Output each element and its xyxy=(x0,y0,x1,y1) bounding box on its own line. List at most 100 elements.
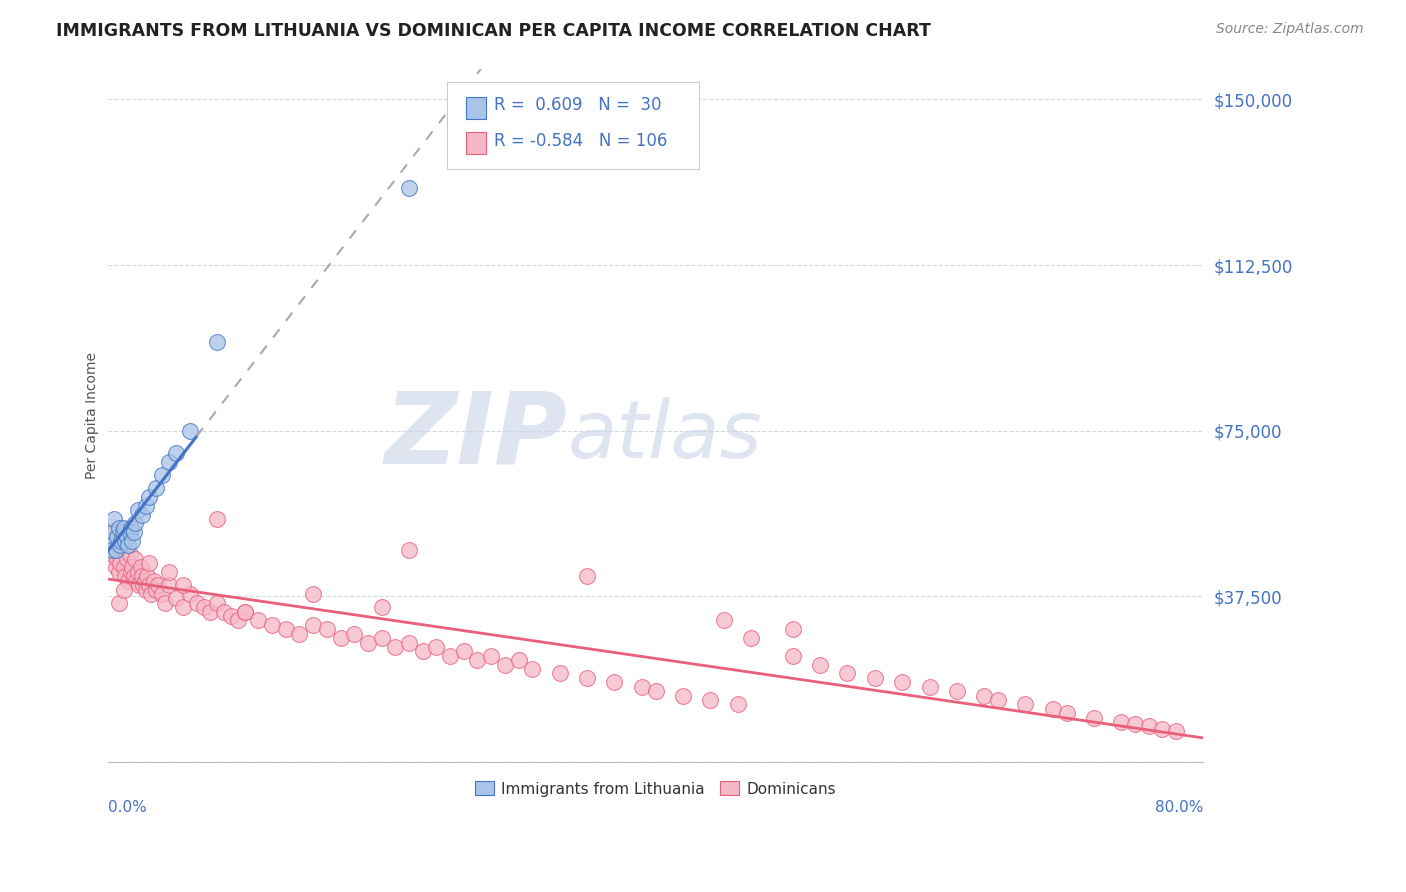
Point xyxy=(101,525,124,540)
Point xyxy=(134,574,156,588)
Point xyxy=(603,675,626,690)
Point xyxy=(104,560,127,574)
Point xyxy=(837,666,859,681)
Point xyxy=(121,534,143,549)
Text: ZIP: ZIP xyxy=(385,387,568,484)
Point xyxy=(672,689,695,703)
Point xyxy=(131,508,153,522)
Point xyxy=(107,596,129,610)
FancyBboxPatch shape xyxy=(447,82,699,169)
Point xyxy=(329,631,352,645)
Point xyxy=(1164,723,1187,738)
Point xyxy=(226,614,249,628)
Point xyxy=(288,626,311,640)
Point xyxy=(100,534,122,549)
Point xyxy=(115,530,138,544)
Point xyxy=(644,684,666,698)
Point xyxy=(186,596,208,610)
Point xyxy=(179,424,201,438)
Point xyxy=(200,605,222,619)
Point xyxy=(153,596,176,610)
FancyBboxPatch shape xyxy=(465,132,485,153)
Point xyxy=(131,569,153,583)
Point xyxy=(135,582,157,597)
Point xyxy=(315,623,337,637)
Point xyxy=(398,542,420,557)
Point xyxy=(1083,711,1105,725)
Point xyxy=(548,666,571,681)
Point xyxy=(157,578,180,592)
Point xyxy=(132,578,155,592)
Point xyxy=(110,534,132,549)
Point xyxy=(439,648,461,663)
Point xyxy=(302,587,325,601)
Point xyxy=(127,503,149,517)
Point xyxy=(120,565,142,579)
Point xyxy=(118,547,141,561)
Text: Source: ZipAtlas.com: Source: ZipAtlas.com xyxy=(1216,22,1364,37)
Text: R = -0.584   N = 106: R = -0.584 N = 106 xyxy=(495,132,668,151)
Point xyxy=(343,626,366,640)
Point xyxy=(808,657,831,672)
Point xyxy=(193,600,215,615)
Point xyxy=(165,591,187,606)
Text: atlas: atlas xyxy=(568,397,762,475)
Point xyxy=(398,635,420,649)
Legend: Immigrants from Lithuania, Dominicans: Immigrants from Lithuania, Dominicans xyxy=(470,775,842,803)
Point xyxy=(1111,714,1133,729)
Point xyxy=(247,614,270,628)
Point xyxy=(138,490,160,504)
Point xyxy=(522,662,544,676)
Point xyxy=(425,640,447,654)
Point xyxy=(863,671,886,685)
Point xyxy=(1056,706,1078,721)
Point xyxy=(179,587,201,601)
Point xyxy=(100,542,122,557)
Point xyxy=(782,623,804,637)
Point xyxy=(127,565,149,579)
Point xyxy=(108,538,131,552)
Point xyxy=(205,512,228,526)
Y-axis label: Per Capita Income: Per Capita Income xyxy=(86,351,100,479)
Point xyxy=(145,582,167,597)
Point xyxy=(302,618,325,632)
Point xyxy=(112,560,135,574)
Point xyxy=(124,551,146,566)
Point xyxy=(576,671,599,685)
Point xyxy=(135,499,157,513)
Point xyxy=(891,675,914,690)
Point xyxy=(508,653,530,667)
Point xyxy=(479,648,502,663)
Text: 80.0%: 80.0% xyxy=(1156,800,1204,815)
Point xyxy=(105,551,128,566)
Point xyxy=(946,684,969,698)
Point xyxy=(576,569,599,583)
Text: IMMIGRANTS FROM LITHUANIA VS DOMINICAN PER CAPITA INCOME CORRELATION CHART: IMMIGRANTS FROM LITHUANIA VS DOMINICAN P… xyxy=(56,22,931,40)
Point xyxy=(107,565,129,579)
Point xyxy=(148,578,170,592)
Point xyxy=(111,525,134,540)
Point xyxy=(631,680,654,694)
Point xyxy=(117,574,139,588)
Point xyxy=(115,551,138,566)
Point xyxy=(152,587,174,601)
Point xyxy=(205,596,228,610)
Point xyxy=(103,525,125,540)
Point xyxy=(398,180,420,194)
Point xyxy=(370,631,392,645)
Point xyxy=(124,516,146,531)
Point xyxy=(370,600,392,615)
Point xyxy=(157,454,180,468)
Point xyxy=(152,467,174,482)
Point xyxy=(740,631,762,645)
Point xyxy=(172,578,194,592)
Point xyxy=(260,618,283,632)
Point xyxy=(918,680,941,694)
Point xyxy=(112,521,135,535)
Point xyxy=(111,542,134,557)
Point xyxy=(219,609,242,624)
Point xyxy=(973,689,995,703)
Point xyxy=(128,578,150,592)
Point xyxy=(727,698,749,712)
Point xyxy=(274,623,297,637)
